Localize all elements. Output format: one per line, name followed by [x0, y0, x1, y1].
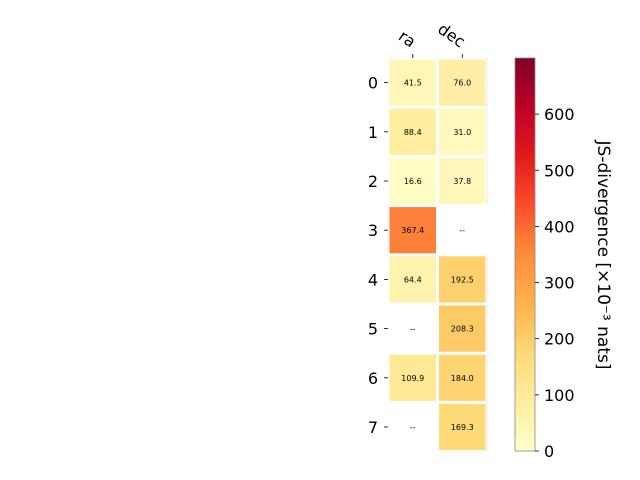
cell-value-label: 37.8 — [453, 177, 471, 186]
heatmap-cell — [389, 207, 436, 254]
column-label: dec — [434, 19, 468, 51]
colorbar-tick-label: 500 — [544, 161, 575, 180]
row-label: 5 — [368, 320, 378, 339]
heatmap-cell — [439, 354, 486, 401]
colorbar-tick-label: 600 — [544, 105, 575, 124]
cell-value-label: 76.0 — [453, 79, 471, 88]
colorbar-tick-label: 100 — [544, 386, 575, 405]
cell-value-label: 169.3 — [451, 423, 474, 432]
heatmap-cell — [389, 59, 436, 106]
colorbar: 0 100 200 300 400 500 600 JS-divergence [×10⁻³… — [514, 57, 613, 461]
cell-value-label: 16.6 — [404, 177, 422, 186]
column-label: ra — [395, 26, 419, 51]
heatmap-cell — [439, 59, 486, 106]
row-label: 3 — [368, 221, 378, 240]
row-label: 0 — [368, 74, 378, 93]
cell-value-label: 31.0 — [453, 128, 471, 137]
cell-value-label: 64.4 — [404, 275, 422, 284]
row-label: 4 — [368, 270, 378, 289]
row-label: 1 — [368, 123, 378, 142]
colorbar-gradient — [514, 57, 536, 452]
heatmap-cell — [439, 108, 486, 155]
colorbar-label: JS-divergence [×10⁻³ nats] — [593, 140, 613, 370]
row-label: 6 — [368, 369, 378, 388]
colorbar-tick-label: 0 — [544, 442, 554, 461]
cell-value-label: 88.4 — [404, 128, 422, 137]
colorbar-tick-label: 300 — [544, 274, 575, 293]
colorbar-ticks: 0 100 200 300 400 500 600 — [535, 105, 575, 461]
cell-value-label: 367.4 — [401, 226, 424, 235]
heatmap-cell — [439, 305, 486, 352]
heatmap-cell — [439, 157, 486, 205]
heatmap-cell — [389, 354, 436, 401]
row-labels: 0 1 2 3 4 5 6 7 — [368, 74, 388, 437]
heatmap-cell — [389, 108, 436, 155]
cell-value-label: 192.5 — [451, 275, 474, 284]
cell-value-label: -- — [410, 423, 416, 432]
heatmap-cells: 41.5 76.0 88.4 31.0 16.6 37.8 367.4 -- 64.4 192.5… — [389, 58, 488, 452]
column-labels: ra dec — [395, 19, 469, 58]
cell-value-label: 184.0 — [451, 374, 474, 383]
cell-value-label: 41.5 — [404, 79, 422, 88]
colorbar-tick-label: 200 — [544, 330, 575, 349]
heatmap-cell — [439, 403, 486, 451]
cell-value-label: 208.3 — [451, 325, 474, 334]
cell-value-label: 109.9 — [401, 374, 424, 383]
colorbar-tick-label: 400 — [544, 217, 575, 236]
cell-value-label: -- — [410, 325, 416, 334]
row-label: 7 — [368, 418, 378, 437]
heatmap-cell — [389, 256, 436, 303]
heatmap-cell — [389, 157, 436, 205]
heatmap-cell — [439, 256, 486, 303]
cell-value-label: -- — [459, 226, 465, 235]
row-label: 2 — [368, 172, 378, 191]
